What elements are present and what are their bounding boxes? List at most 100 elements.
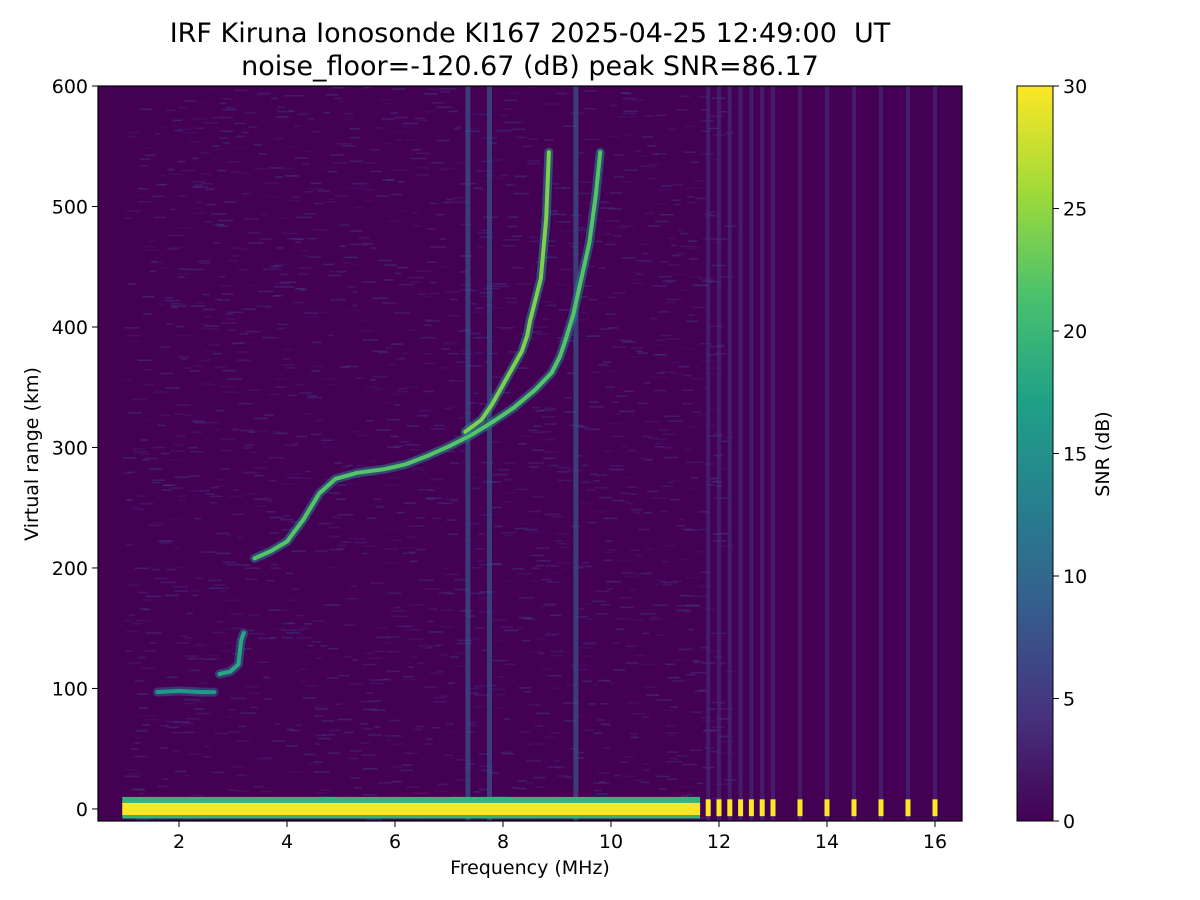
- noise-cell: [142, 608, 151, 611]
- noise-cell: [358, 236, 370, 239]
- noise-cell: [557, 221, 572, 223]
- noise-cell: [177, 195, 187, 197]
- noise-cell: [285, 473, 302, 476]
- noise-cell: [302, 150, 312, 153]
- noise-cell: [499, 174, 510, 177]
- noise-cell: [681, 95, 690, 98]
- noise-cell: [438, 783, 449, 786]
- noise-cell: [149, 270, 156, 273]
- noise-cell: [718, 708, 733, 710]
- noise-cell: [543, 240, 557, 242]
- noise-cell: [666, 751, 679, 753]
- noise-cell: [244, 112, 256, 114]
- noise-cell: [660, 485, 673, 488]
- noise-cell: [693, 690, 709, 693]
- noise-cell: [481, 160, 490, 163]
- noise-cell: [607, 327, 619, 329]
- noise-cell: [714, 497, 730, 500]
- noise-cell: [418, 167, 431, 169]
- noise-cell: [690, 377, 704, 380]
- noise-cell: [436, 644, 444, 646]
- noise-cell: [161, 183, 168, 185]
- noise-cell: [295, 384, 305, 386]
- noise-cell: [437, 502, 453, 504]
- noise-cell: [163, 484, 177, 486]
- noise-cell: [618, 559, 630, 562]
- noise-cell: [485, 285, 499, 287]
- noise-cell: [174, 413, 184, 416]
- noise-cell: [386, 528, 399, 531]
- noise-cell: [523, 528, 538, 531]
- noise-cell: [369, 460, 377, 463]
- noise-cell: [375, 429, 391, 431]
- noise-cell: [522, 145, 533, 148]
- noise-cell: [521, 639, 531, 642]
- noise-cell: [291, 629, 305, 632]
- noise-cell: [162, 484, 172, 487]
- noise-cell: [192, 268, 204, 271]
- noise-cell: [218, 116, 234, 119]
- noise-cell: [665, 544, 676, 547]
- noise-cell: [277, 106, 286, 108]
- noise-cell: [442, 342, 455, 345]
- noise-cell: [137, 495, 148, 497]
- noise-cell: [607, 208, 623, 210]
- noise-cell: [700, 108, 708, 111]
- channel-ground-echo: [878, 799, 884, 817]
- noise-cell: [430, 161, 445, 164]
- noise-cell: [675, 621, 682, 623]
- noise-cell: [542, 450, 559, 453]
- noise-cell: [620, 476, 633, 479]
- noise-cell: [392, 615, 409, 618]
- noise-cell: [299, 255, 310, 257]
- noise-cell: [534, 786, 544, 788]
- noise-cell: [447, 682, 455, 685]
- noise-cell: [667, 264, 679, 266]
- noise-cell: [396, 357, 406, 360]
- noise-cell: [292, 588, 300, 590]
- noise-cell: [621, 180, 634, 183]
- noise-cell: [642, 763, 650, 765]
- noise-cell: [432, 517, 442, 520]
- noise-cell: [160, 746, 168, 749]
- noise-cell: [425, 498, 435, 500]
- noise-cell: [226, 715, 235, 718]
- noise-cell: [174, 590, 189, 592]
- noise-cell: [473, 791, 482, 793]
- noise-cell: [157, 540, 173, 543]
- noise-cell: [446, 314, 461, 317]
- noise-cell: [354, 206, 363, 209]
- noise-cell: [166, 726, 180, 729]
- noise-cell: [343, 794, 357, 797]
- noise-cell: [619, 596, 632, 599]
- noise-cell: [630, 509, 643, 511]
- x-tick-label: 14: [815, 831, 839, 853]
- noise-cell: [314, 550, 328, 552]
- noise-cell: [434, 487, 443, 489]
- noise-cell: [376, 627, 387, 629]
- noise-cell: [429, 246, 446, 248]
- noise-cell: [481, 649, 492, 652]
- noise-cell: [516, 627, 524, 630]
- noise-cell: [382, 678, 391, 681]
- noise-cell: [412, 728, 422, 731]
- noise-cell: [197, 260, 211, 262]
- noise-cell: [646, 490, 660, 493]
- noise-cell: [535, 743, 548, 745]
- noise-cell: [603, 747, 611, 750]
- noise-cell: [542, 634, 557, 637]
- noise-cell: [449, 462, 460, 464]
- noise-cell: [471, 566, 482, 569]
- noise-cell: [629, 493, 637, 496]
- noise-cell: [720, 275, 734, 278]
- y-tick-label: 600: [52, 76, 88, 98]
- noise-cell: [133, 755, 148, 758]
- noise-cell: [398, 283, 414, 286]
- noise-cell: [205, 493, 215, 495]
- noise-cell: [527, 704, 542, 706]
- noise-cell: [299, 289, 307, 291]
- noise-cell: [471, 365, 484, 368]
- noise-cell: [606, 386, 616, 388]
- noise-cell: [467, 615, 475, 617]
- noise-cell: [555, 283, 567, 286]
